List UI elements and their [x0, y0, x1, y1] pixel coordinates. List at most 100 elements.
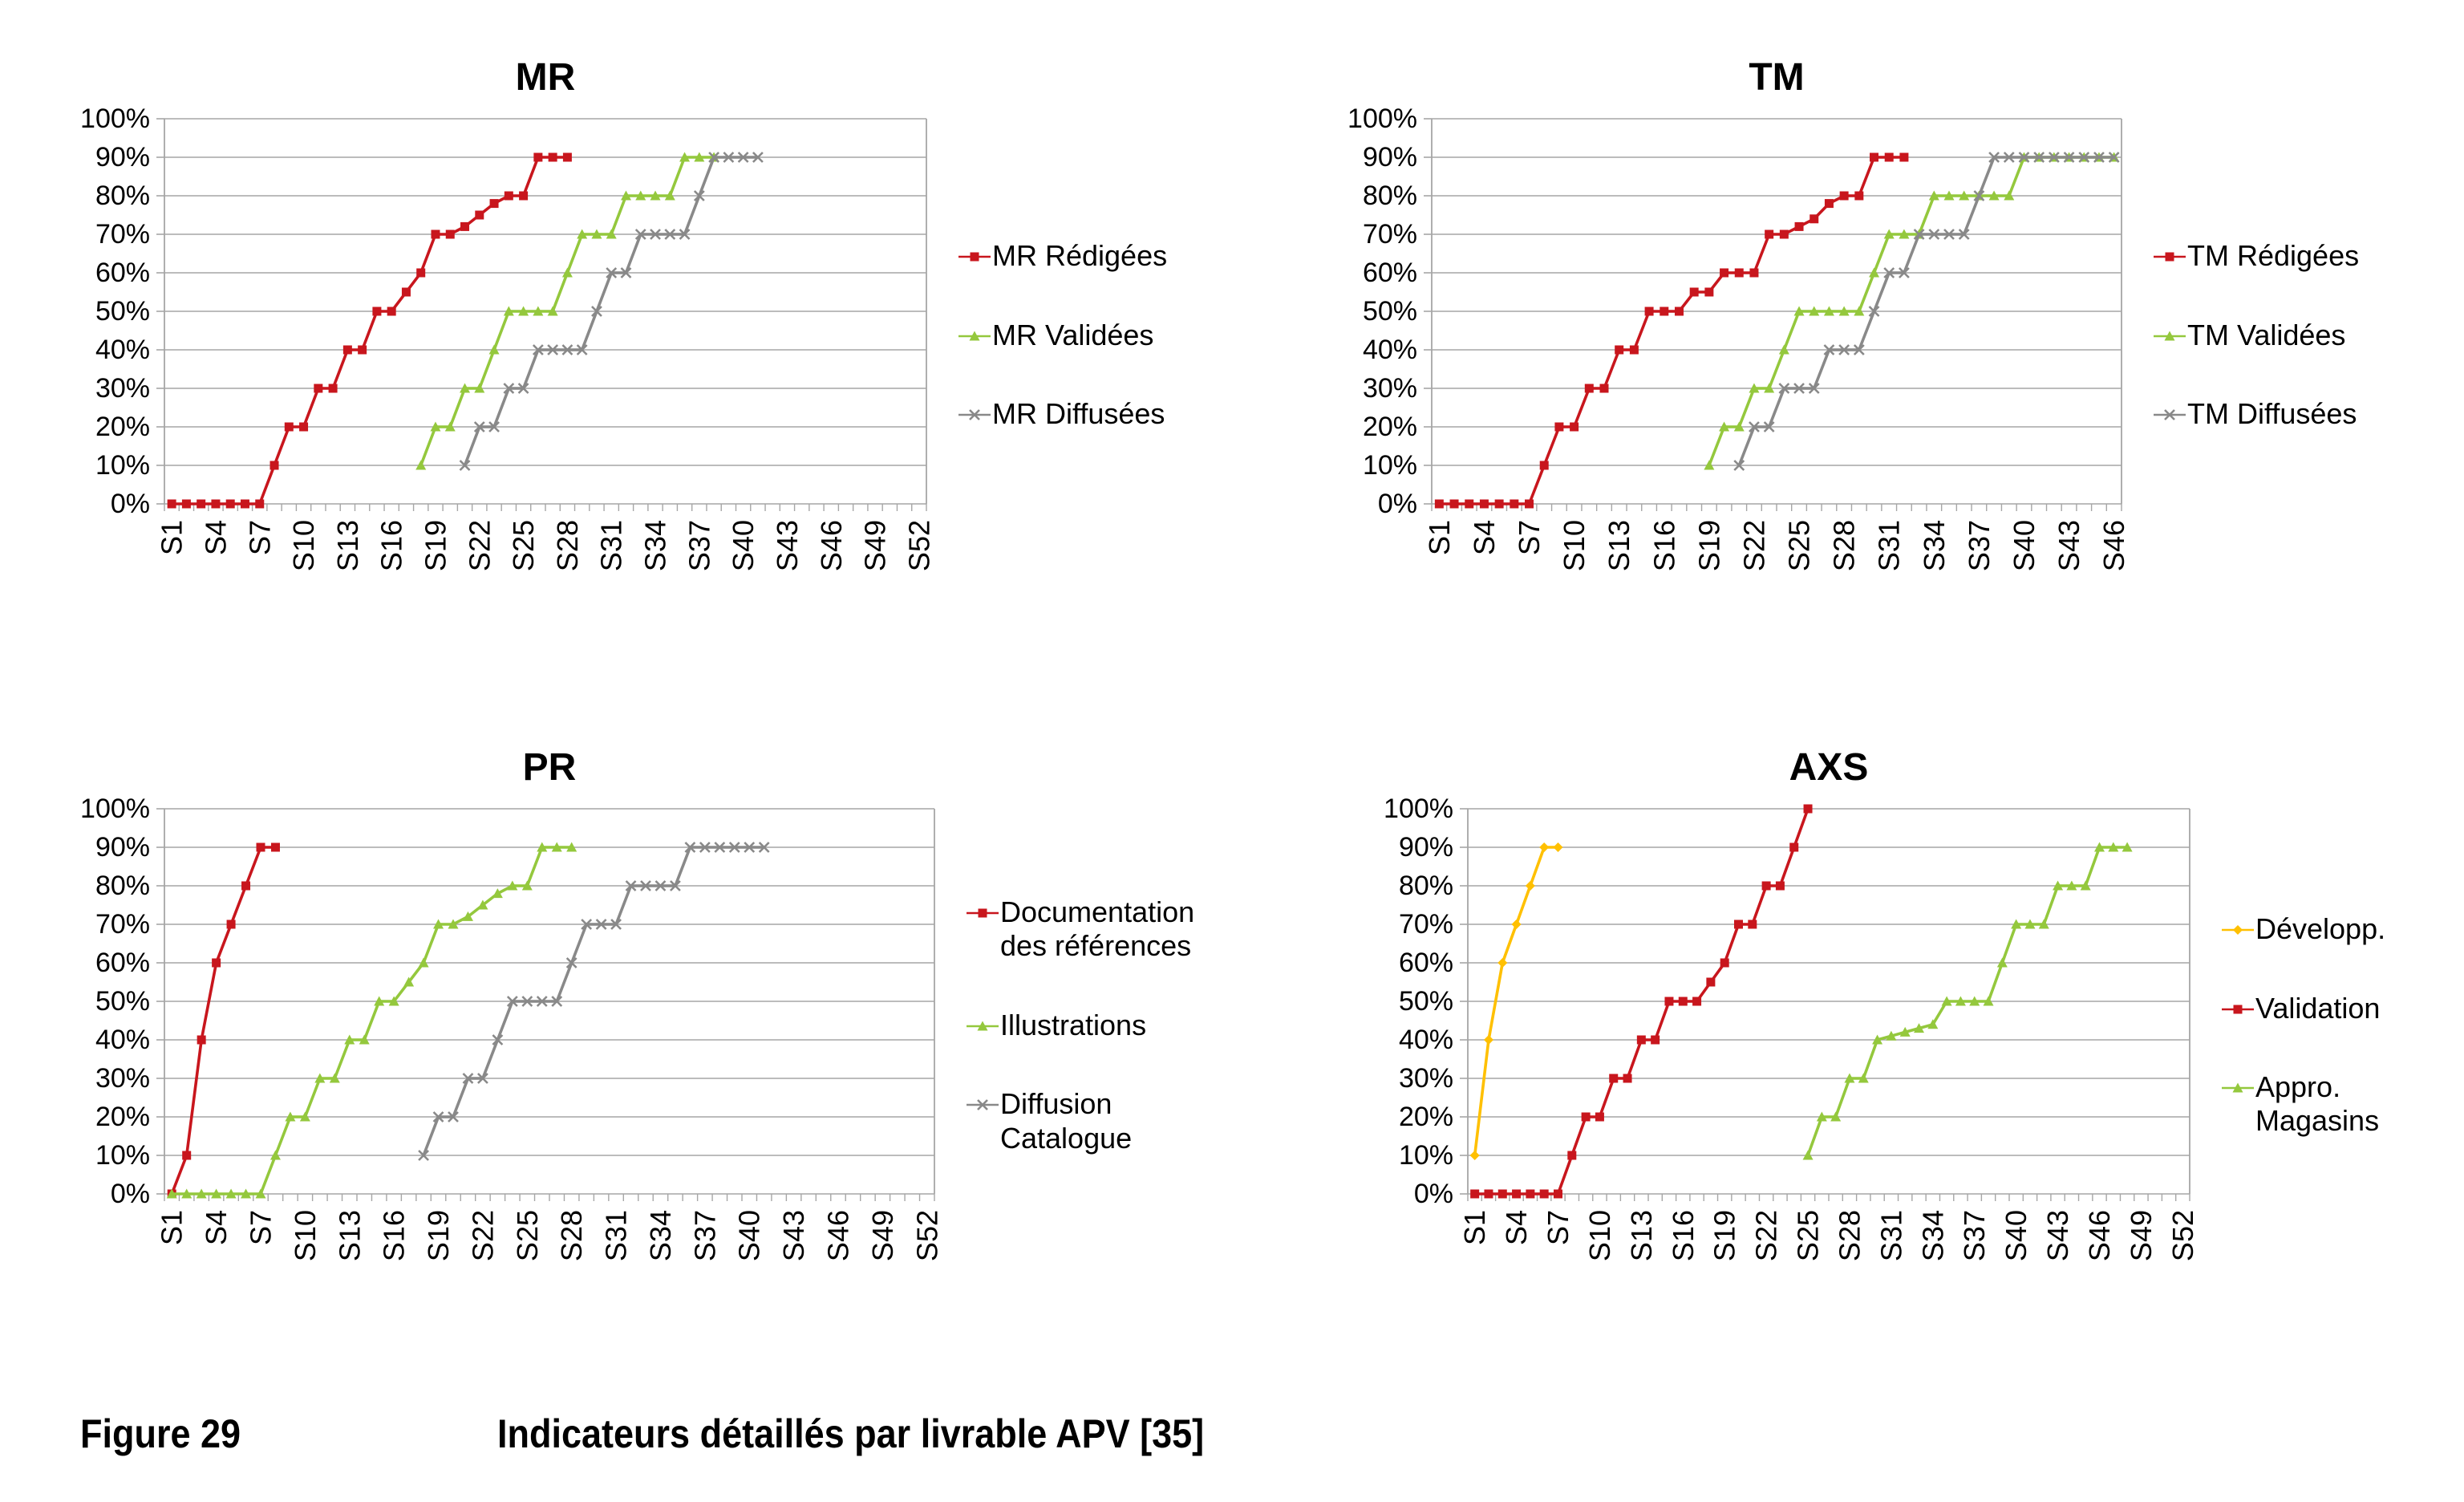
legend-label: Documentation des références	[1000, 895, 1195, 963]
svg-text:S31: S31	[600, 1210, 633, 1261]
svg-text:70%: 70%	[1363, 219, 1417, 250]
svg-text:S22: S22	[466, 1210, 499, 1261]
svg-text:S46: S46	[815, 520, 848, 571]
y-axis: 0% 10% 20% 30% 40% 50% 60% 70% 80% 90% 100%	[1384, 794, 2190, 1209]
svg-text:60%: 60%	[1399, 948, 1453, 978]
legend-label: TM Rédigées	[2187, 239, 2360, 273]
legend-marker-icon	[958, 252, 991, 262]
svg-text:10%: 10%	[95, 1140, 150, 1171]
svg-text:S16: S16	[1647, 520, 1680, 571]
svg-text:S19: S19	[419, 520, 452, 571]
svg-text:S34: S34	[1918, 520, 1951, 571]
svg-text:S37: S37	[1958, 1210, 1991, 1261]
svg-text:80%: 80%	[95, 181, 150, 211]
svg-text:S10: S10	[1558, 520, 1591, 571]
svg-text:40%: 40%	[95, 1025, 150, 1055]
svg-text:30%: 30%	[95, 1063, 150, 1094]
svg-text:S31: S31	[1873, 520, 1906, 571]
svg-text:S16: S16	[375, 520, 408, 571]
svg-text:S40: S40	[2008, 520, 2040, 571]
svg-text:S19: S19	[422, 1210, 455, 1261]
legend-label: TM Validées	[2187, 318, 2346, 351]
svg-text:100%: 100%	[1348, 104, 1417, 134]
svg-text:40%: 40%	[95, 335, 150, 365]
svg-text:0%: 0%	[1414, 1179, 1453, 1209]
legend-item: Diffusion Catalogue	[967, 1087, 1239, 1155]
svg-text:100%: 100%	[80, 104, 150, 134]
x-axis: S1 S4 S7 S10 S13 S16 S19 S22 S25 S28 S31 S34 S37 S40 S…	[1458, 1194, 2199, 1261]
svg-text:S13: S13	[1603, 520, 1635, 571]
svg-text:S7: S7	[245, 1210, 278, 1245]
svg-text:20%: 20%	[1399, 1102, 1453, 1132]
svg-text:S46: S46	[2083, 1210, 2116, 1261]
chart-canvas: PR0%10%20%30%40%50%60%70%80%90%100%S1 S4 S…	[80, 746, 943, 1261]
legend-label: Illustrations	[1000, 1008, 1147, 1041]
svg-text:0%: 0%	[111, 1179, 150, 1209]
legend-label: Appro. Magasins	[2255, 1070, 2380, 1138]
svg-text:50%: 50%	[1363, 296, 1417, 327]
legend-item: TM Validées	[2154, 319, 2402, 352]
svg-text:S52: S52	[2166, 1210, 2199, 1261]
svg-text:S1: S1	[1458, 1210, 1491, 1245]
legend-item: Développ.	[2222, 912, 2406, 946]
svg-text:50%: 50%	[1399, 986, 1453, 1017]
chart-title: AXS	[1789, 746, 1869, 789]
legend-marker-icon	[2222, 925, 2254, 936]
svg-text:60%: 60%	[95, 258, 150, 288]
svg-text:S1: S1	[156, 1210, 188, 1245]
legend-item: TM Rédigées	[2154, 239, 2402, 273]
chart-legend: TM Rédigées TM Validées TM Diffusées	[2154, 217, 2402, 453]
svg-text:S52: S52	[910, 1210, 943, 1261]
chart-canvas: TM0%10%20%30%40%50%60%70%80%90%100%S1 S4 S…	[1348, 56, 2130, 571]
svg-text:S43: S43	[771, 520, 804, 571]
x-axis: S1 S4 S7 S10 S13 S16 S19 S22 S25 S28 S31 S34 S37 S40 S…	[156, 504, 935, 571]
legend-label: Développ.	[2255, 912, 2386, 946]
svg-text:S34: S34	[639, 520, 672, 571]
chart-mr: MR 0% 10% 20% 30% 40% 50% 60% 70% 80% 90% 100% S1 S4 S…	[44, 22, 1215, 648]
legend-marker-icon	[2154, 409, 2186, 421]
series-tm-diffus-es	[1733, 152, 2120, 471]
series-mr-r-dig-es	[167, 152, 572, 509]
svg-text:S40: S40	[733, 1210, 766, 1261]
svg-text:S52: S52	[902, 520, 935, 571]
svg-text:S25: S25	[507, 520, 540, 571]
svg-text:20%: 20%	[95, 1102, 150, 1132]
figure-label: Figure 29	[80, 1411, 241, 1456]
svg-text:S37: S37	[683, 520, 715, 571]
svg-text:S10: S10	[289, 1210, 322, 1261]
svg-text:S4: S4	[200, 1210, 233, 1245]
svg-text:S4: S4	[1468, 520, 1501, 555]
series-validation	[1470, 804, 1813, 1199]
chart-legend: Documentation des références Illustration…	[967, 873, 1239, 1178]
svg-text:S46: S46	[2097, 520, 2130, 571]
legend-marker-icon	[2154, 331, 2186, 341]
legend-marker-icon	[958, 409, 991, 421]
svg-text:S22: S22	[1750, 1210, 1783, 1261]
y-axis: 0% 10% 20% 30% 40% 50% 60% 70% 80% 90% 100%	[80, 794, 935, 1209]
legend-marker-icon	[958, 331, 991, 341]
svg-text:S13: S13	[333, 1210, 366, 1261]
svg-text:30%: 30%	[1399, 1063, 1453, 1094]
legend-item: MR Rédigées	[958, 239, 1215, 273]
svg-text:90%: 90%	[95, 142, 150, 173]
legend-label: MR Diffusées	[992, 397, 1165, 431]
chart-legend: MR Rédigées MR Validées MR Diffusées	[958, 217, 1215, 453]
svg-text:50%: 50%	[95, 986, 150, 1017]
y-axis: 0% 10% 20% 30% 40% 50% 60% 70% 80% 90% 100%	[80, 104, 927, 519]
svg-text:S31: S31	[1874, 1210, 1907, 1261]
svg-text:S1: S1	[1423, 520, 1456, 555]
svg-text:S28: S28	[1833, 1210, 1866, 1261]
svg-text:S49: S49	[859, 520, 892, 571]
y-axis: 0% 10% 20% 30% 40% 50% 60% 70% 80% 90% 100%	[1348, 104, 2122, 519]
svg-text:100%: 100%	[80, 794, 150, 824]
svg-text:80%: 80%	[1399, 871, 1453, 901]
svg-text:80%: 80%	[95, 871, 150, 901]
legend-marker-icon	[967, 1021, 999, 1031]
svg-text:S34: S34	[644, 1210, 677, 1261]
x-axis: S1 S4 S7 S10 S13 S16 S19 S22 S25 S28 S31 S34 S37 S40 S…	[1423, 504, 2130, 571]
chart-canvas: MR0%10%20%30%40%50%60%70%80%90%100%S1 S4 S…	[80, 56, 935, 571]
svg-text:S40: S40	[2000, 1210, 2032, 1261]
svg-text:S43: S43	[777, 1210, 810, 1261]
legend-marker-icon	[967, 1099, 999, 1111]
svg-text:70%: 70%	[1399, 909, 1453, 940]
